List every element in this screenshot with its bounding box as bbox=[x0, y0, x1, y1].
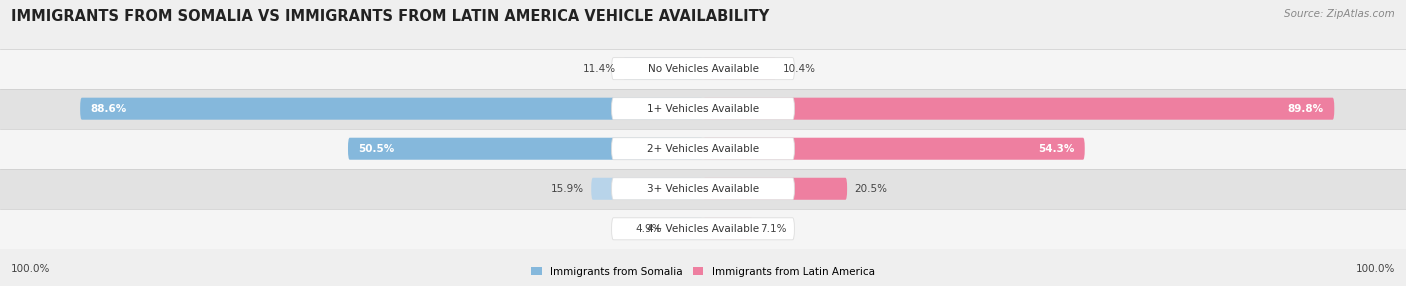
Bar bbox=[0, 49, 1406, 89]
Text: 88.6%: 88.6% bbox=[91, 104, 127, 114]
FancyBboxPatch shape bbox=[703, 57, 776, 80]
Text: 4.9%: 4.9% bbox=[636, 224, 662, 234]
FancyBboxPatch shape bbox=[80, 98, 703, 120]
Text: 89.8%: 89.8% bbox=[1288, 104, 1324, 114]
Text: Source: ZipAtlas.com: Source: ZipAtlas.com bbox=[1284, 9, 1395, 19]
Text: IMMIGRANTS FROM SOMALIA VS IMMIGRANTS FROM LATIN AMERICA VEHICLE AVAILABILITY: IMMIGRANTS FROM SOMALIA VS IMMIGRANTS FR… bbox=[11, 9, 769, 23]
FancyBboxPatch shape bbox=[623, 57, 703, 80]
FancyBboxPatch shape bbox=[612, 218, 794, 240]
Text: 11.4%: 11.4% bbox=[582, 64, 616, 74]
Text: 15.9%: 15.9% bbox=[551, 184, 585, 194]
Text: 100.0%: 100.0% bbox=[1355, 264, 1395, 274]
Legend: Immigrants from Somalia, Immigrants from Latin America: Immigrants from Somalia, Immigrants from… bbox=[527, 263, 879, 281]
FancyBboxPatch shape bbox=[703, 138, 1085, 160]
Text: 20.5%: 20.5% bbox=[855, 184, 887, 194]
Text: 10.4%: 10.4% bbox=[783, 64, 815, 74]
FancyBboxPatch shape bbox=[703, 218, 754, 240]
FancyBboxPatch shape bbox=[612, 57, 794, 80]
Bar bbox=[0, 169, 1406, 209]
Text: 50.5%: 50.5% bbox=[359, 144, 395, 154]
Text: 7.1%: 7.1% bbox=[759, 224, 786, 234]
Text: 1+ Vehicles Available: 1+ Vehicles Available bbox=[647, 104, 759, 114]
Bar bbox=[0, 129, 1406, 169]
FancyBboxPatch shape bbox=[612, 178, 794, 200]
Text: 2+ Vehicles Available: 2+ Vehicles Available bbox=[647, 144, 759, 154]
FancyBboxPatch shape bbox=[349, 138, 703, 160]
FancyBboxPatch shape bbox=[612, 138, 794, 160]
FancyBboxPatch shape bbox=[703, 98, 1334, 120]
FancyBboxPatch shape bbox=[612, 98, 794, 120]
Text: 54.3%: 54.3% bbox=[1038, 144, 1074, 154]
FancyBboxPatch shape bbox=[591, 178, 703, 200]
Text: 100.0%: 100.0% bbox=[11, 264, 51, 274]
Bar bbox=[0, 89, 1406, 129]
Text: 3+ Vehicles Available: 3+ Vehicles Available bbox=[647, 184, 759, 194]
Bar bbox=[0, 209, 1406, 249]
Text: No Vehicles Available: No Vehicles Available bbox=[648, 64, 758, 74]
FancyBboxPatch shape bbox=[703, 178, 846, 200]
FancyBboxPatch shape bbox=[669, 218, 703, 240]
Text: 4+ Vehicles Available: 4+ Vehicles Available bbox=[647, 224, 759, 234]
